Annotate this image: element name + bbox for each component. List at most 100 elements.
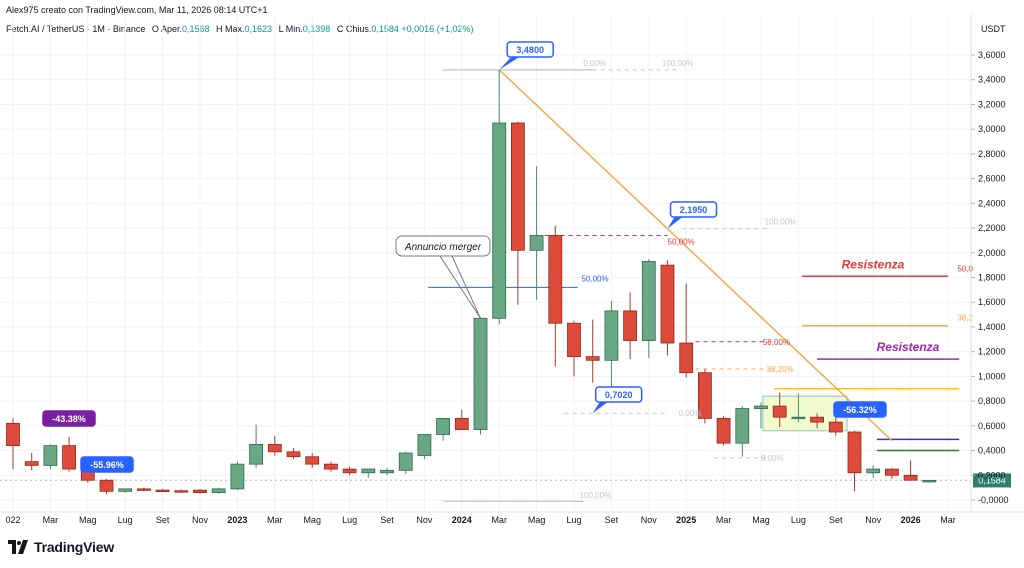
candle bbox=[249, 424, 264, 468]
candle bbox=[62, 436, 76, 472]
candle-body-up bbox=[922, 480, 937, 483]
candle-body-down bbox=[62, 445, 76, 470]
time-tick-label: Lug bbox=[118, 515, 133, 525]
fib-level-label: 38,20% bbox=[767, 365, 794, 374]
candle bbox=[585, 319, 600, 383]
annotation-merger: Annuncio merger bbox=[395, 235, 491, 319]
ohlc-low-value: 0,1398 bbox=[302, 24, 331, 34]
fib-level-label: 50,00% bbox=[763, 338, 790, 347]
candle bbox=[361, 468, 376, 478]
candle bbox=[211, 487, 226, 494]
candle-body-down bbox=[548, 235, 563, 324]
candle bbox=[174, 489, 189, 493]
candle bbox=[903, 460, 918, 481]
candle-body-down bbox=[510, 122, 525, 251]
time-tick-label: Mag bbox=[79, 515, 97, 525]
candle bbox=[6, 418, 20, 470]
price-tick-label: 3,4000 bbox=[978, 75, 1006, 85]
candle-body-up bbox=[473, 317, 488, 430]
candle bbox=[548, 225, 563, 367]
time-tick-label: Lug bbox=[791, 515, 806, 525]
price-callout-2: 0,7020 bbox=[592, 386, 643, 414]
candle bbox=[735, 406, 750, 457]
price-callout-2-pointer bbox=[592, 402, 608, 414]
candle bbox=[866, 465, 881, 478]
candle bbox=[323, 461, 338, 472]
candle-body-up bbox=[417, 434, 432, 456]
price-callout-1-pointer bbox=[667, 217, 683, 229]
price-callout-4-text: -55.96% bbox=[90, 460, 124, 470]
price-callout-0-box bbox=[506, 41, 554, 58]
ohlc-high-key: Max. bbox=[225, 24, 245, 34]
resistance-label-red: Resistenza bbox=[842, 257, 905, 271]
candle bbox=[772, 392, 787, 428]
price-callout-0-pointer bbox=[499, 57, 520, 70]
price-callout-1-box bbox=[669, 201, 718, 218]
ohlc-change: +0,0016 (+1,02%) bbox=[401, 24, 474, 34]
candle-body-down bbox=[847, 431, 862, 474]
candle bbox=[155, 488, 170, 493]
candle-body-down bbox=[679, 342, 694, 374]
fib-level-label: 0,00% bbox=[761, 454, 784, 463]
price-callout-3: -43.38% bbox=[42, 410, 96, 427]
price-callout-2-box bbox=[594, 386, 643, 403]
candle-body-down bbox=[828, 421, 843, 433]
candle-body-up bbox=[641, 261, 656, 341]
fib-level-label: 100,00% bbox=[765, 218, 797, 227]
price-tick-label: 0,2000 bbox=[978, 470, 1006, 480]
fib-level-label: 0,00% bbox=[679, 409, 702, 418]
time-tick-label: 2025 bbox=[676, 515, 696, 525]
ohlc-open-label: O bbox=[151, 24, 159, 34]
candle bbox=[698, 368, 712, 424]
currency-label[interactable]: USDT bbox=[981, 24, 1006, 34]
candle-body-up bbox=[380, 469, 394, 474]
candle-body-down bbox=[24, 461, 39, 466]
candle bbox=[398, 451, 413, 475]
time-tick-label: Lug bbox=[342, 515, 357, 525]
candle-body-down bbox=[716, 418, 731, 444]
time-tick-label: Mar bbox=[940, 515, 956, 525]
candle bbox=[716, 415, 731, 446]
price-tick-label: 2,6000 bbox=[978, 174, 1006, 184]
candle bbox=[24, 453, 39, 471]
candle bbox=[510, 121, 525, 305]
time-tick-label: Nov bbox=[416, 515, 433, 525]
price-callout-2-text: 0,7020 bbox=[605, 390, 633, 400]
last-price-tag bbox=[973, 473, 1011, 488]
fib-level-label: 38,2 bbox=[957, 314, 973, 323]
candle bbox=[473, 317, 488, 435]
fib-level-label: 0,00% bbox=[583, 59, 606, 68]
tradingview-logo[interactable]: TradingView bbox=[8, 539, 114, 555]
candle-body-down bbox=[567, 322, 581, 358]
time-tick-label: Nov bbox=[641, 515, 658, 525]
candle-body-down bbox=[885, 468, 899, 476]
price-callout-5-box bbox=[833, 401, 887, 418]
candle-body-down bbox=[585, 356, 600, 361]
candle-body-down bbox=[286, 451, 301, 458]
candle bbox=[342, 466, 357, 476]
price-callout-3-text: -43.38% bbox=[52, 414, 86, 424]
fib-level-label: 50,0 bbox=[957, 264, 973, 273]
fib-level-label: 50,00% bbox=[581, 274, 608, 283]
price-tick-label: 1,8000 bbox=[978, 273, 1006, 283]
price-tick-label: 2,8000 bbox=[978, 149, 1006, 159]
ohlc-high-label: H bbox=[216, 24, 223, 34]
candle-body-down bbox=[267, 443, 282, 453]
candle-body-down bbox=[772, 405, 787, 418]
candle bbox=[118, 488, 133, 493]
candle-body-up bbox=[866, 468, 881, 474]
candle bbox=[43, 444, 58, 470]
candle-body-up bbox=[398, 452, 413, 471]
candle bbox=[529, 166, 544, 300]
candle-body-down bbox=[193, 489, 207, 493]
ohlc-close-value: 0,1584 bbox=[371, 24, 399, 34]
ohlc-open-key: Aper. bbox=[160, 24, 182, 34]
candle-body-up bbox=[211, 488, 226, 493]
candle-body-up bbox=[735, 408, 750, 444]
symbol-name[interactable]: Fetch.AI / TetherUS · 1M · Binance bbox=[6, 24, 146, 34]
annotation-text: Annuncio merger bbox=[404, 242, 482, 253]
price-tick-label: 1,0000 bbox=[978, 371, 1006, 381]
price-tick-label: 0,8000 bbox=[978, 396, 1006, 406]
time-tick-label: Nov bbox=[192, 515, 209, 525]
